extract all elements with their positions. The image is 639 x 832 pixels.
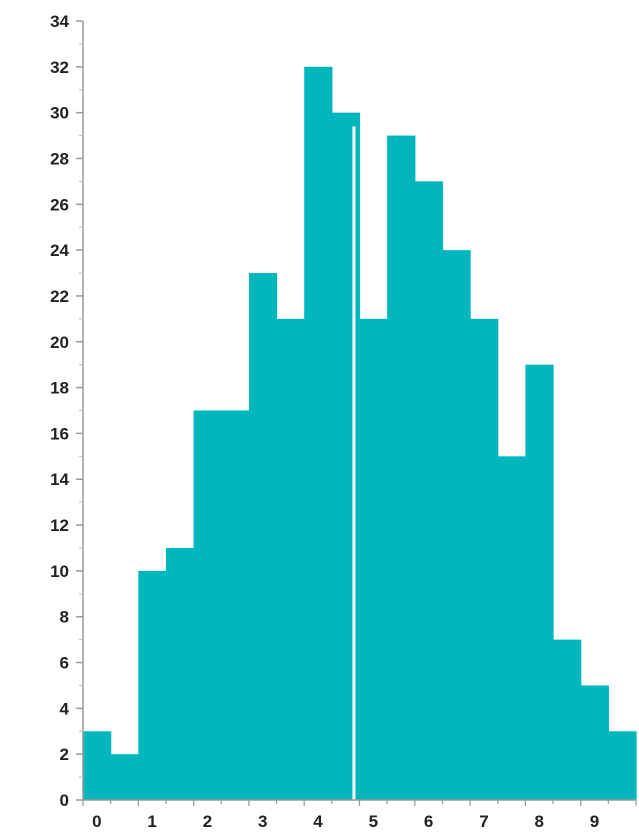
y-tick-label: 6	[60, 654, 69, 673]
x-tick-label: 5	[369, 812, 378, 831]
x-tick-label: 8	[534, 812, 543, 831]
y-tick-label: 32	[50, 58, 69, 77]
y-tick-label: 14	[50, 470, 69, 489]
y-tick-label: 0	[60, 791, 69, 810]
histogram-bar	[580, 685, 609, 800]
histogram-bar	[525, 364, 554, 800]
y-tick-label: 10	[50, 562, 69, 581]
y-tick-label: 4	[60, 699, 70, 718]
bars-group	[83, 66, 637, 801]
histogram-bar	[248, 273, 278, 800]
histogram-bar	[387, 135, 416, 800]
x-tick-label: 6	[424, 812, 433, 831]
x-tick-label: 0	[92, 812, 101, 831]
histogram-bar	[608, 731, 637, 800]
y-tick-label: 2	[60, 745, 69, 764]
histogram-bar	[138, 570, 167, 800]
histogram-bar	[442, 250, 471, 800]
histogram-bar	[304, 66, 333, 800]
x-tick-label: 7	[479, 812, 488, 831]
y-tick-label: 30	[50, 104, 69, 123]
y-tick-label: 16	[50, 424, 69, 443]
histogram-bar	[553, 639, 582, 800]
histogram-bar	[276, 318, 305, 800]
y-tick-label: 34	[50, 12, 69, 31]
histogram-bar	[359, 318, 388, 800]
y-tick-label: 28	[50, 149, 69, 168]
y-tick-label: 20	[50, 333, 69, 352]
y-tick-label: 24	[50, 241, 69, 260]
y-tick-label: 8	[60, 608, 69, 627]
histogram-bar	[497, 456, 526, 800]
y-tick-label: 26	[50, 195, 69, 214]
histogram-bar	[83, 731, 112, 800]
x-tick-label: 1	[147, 812, 156, 831]
histogram-bar	[221, 410, 250, 800]
x-tick-label: 2	[203, 812, 212, 831]
x-tick-label: 3	[258, 812, 267, 831]
y-tick-label: 18	[50, 379, 69, 398]
histogram-bar	[110, 754, 139, 800]
histogram-bar	[193, 410, 222, 800]
x-tick-label: 4	[313, 812, 323, 831]
y-tick-label: 22	[50, 287, 69, 306]
x-axis: 0 1 2 3 4 5 6 7 8 9	[82, 799, 637, 831]
y-tick-label: 12	[50, 516, 69, 535]
histogram-bar	[331, 112, 361, 801]
histogram-bar	[470, 318, 499, 800]
histogram-bar	[414, 181, 444, 801]
x-tick-label: 9	[590, 812, 599, 831]
histogram-bar	[165, 547, 195, 800]
